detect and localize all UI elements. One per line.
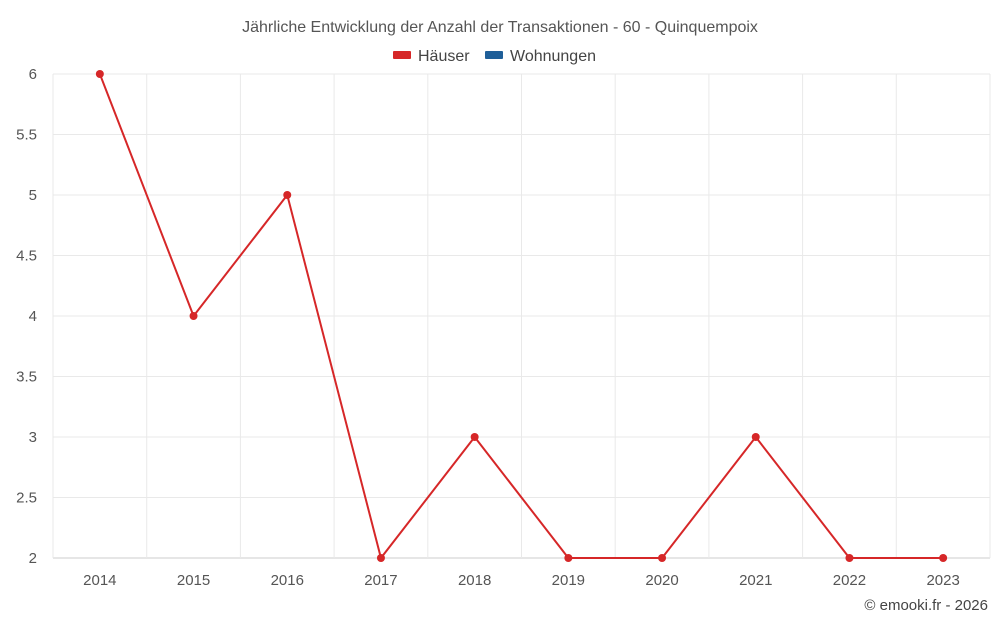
series-line-haeuser — [98, 73, 944, 559]
data-point-haeuser[interactable] — [658, 554, 667, 562]
legend-label-wohnungen: Wohnungen — [510, 48, 596, 65]
legend-swatch-wohnungen — [485, 51, 503, 59]
data-point-haeuser[interactable] — [470, 433, 479, 441]
y-tick-label: 2.5 — [16, 490, 37, 507]
data-point-haeuser[interactable] — [95, 70, 104, 78]
legend-item-wohnungen[interactable]: Wohnungen — [485, 48, 596, 65]
x-tick-label: 2022 — [833, 572, 866, 589]
data-point-haeuser[interactable] — [564, 554, 573, 562]
chart-title: Jährliche Entwicklung der Anzahl der Tra… — [242, 19, 758, 36]
x-tick-label: 2020 — [645, 572, 678, 589]
data-point-haeuser[interactable] — [283, 191, 292, 199]
y-tick-label: 5 — [29, 187, 37, 204]
y-axis-ticks: 2 2.5 3 3.5 4 4.5 5 5.5 6 — [16, 66, 37, 567]
y-tick-label: 3 — [29, 429, 37, 446]
data-point-haeuser[interactable] — [939, 554, 948, 562]
data-point-haeuser[interactable] — [189, 312, 198, 320]
y-tick-label: 5.5 — [16, 127, 37, 144]
y-tick-label: 3.5 — [16, 369, 37, 386]
y-tick-label: 4.5 — [16, 248, 37, 265]
data-point-haeuser[interactable] — [376, 554, 385, 562]
y-tick-label: 4 — [29, 308, 37, 325]
legend: Häuser Wohnungen — [393, 48, 596, 65]
legend-label-haeuser: Häuser — [418, 48, 470, 65]
y-tick-label: 2 — [29, 550, 37, 567]
legend-item-haeuser[interactable]: Häuser — [393, 48, 470, 65]
x-axis-ticks: 2014 2015 2016 2017 2018 2019 2020 2021 2022 2023 — [83, 572, 960, 589]
legend-swatch-haeuser — [393, 51, 411, 59]
x-tick-label: 2015 — [177, 572, 210, 589]
y-tick-label: 6 — [29, 66, 37, 83]
credit-text: © emooki.fr - 2026 — [864, 597, 988, 614]
x-tick-label: 2021 — [739, 572, 772, 589]
data-point-haeuser[interactable] — [845, 554, 854, 562]
x-tick-label: 2014 — [83, 572, 116, 589]
x-tick-label: 2016 — [271, 572, 304, 589]
grid — [52, 73, 991, 559]
x-tick-label: 2019 — [552, 572, 585, 589]
series-haeuser — [95, 70, 948, 562]
x-tick-label: 2023 — [926, 572, 959, 589]
data-point-haeuser[interactable] — [751, 433, 760, 441]
x-tick-label: 2018 — [458, 572, 491, 589]
x-tick-label: 2017 — [364, 572, 397, 589]
